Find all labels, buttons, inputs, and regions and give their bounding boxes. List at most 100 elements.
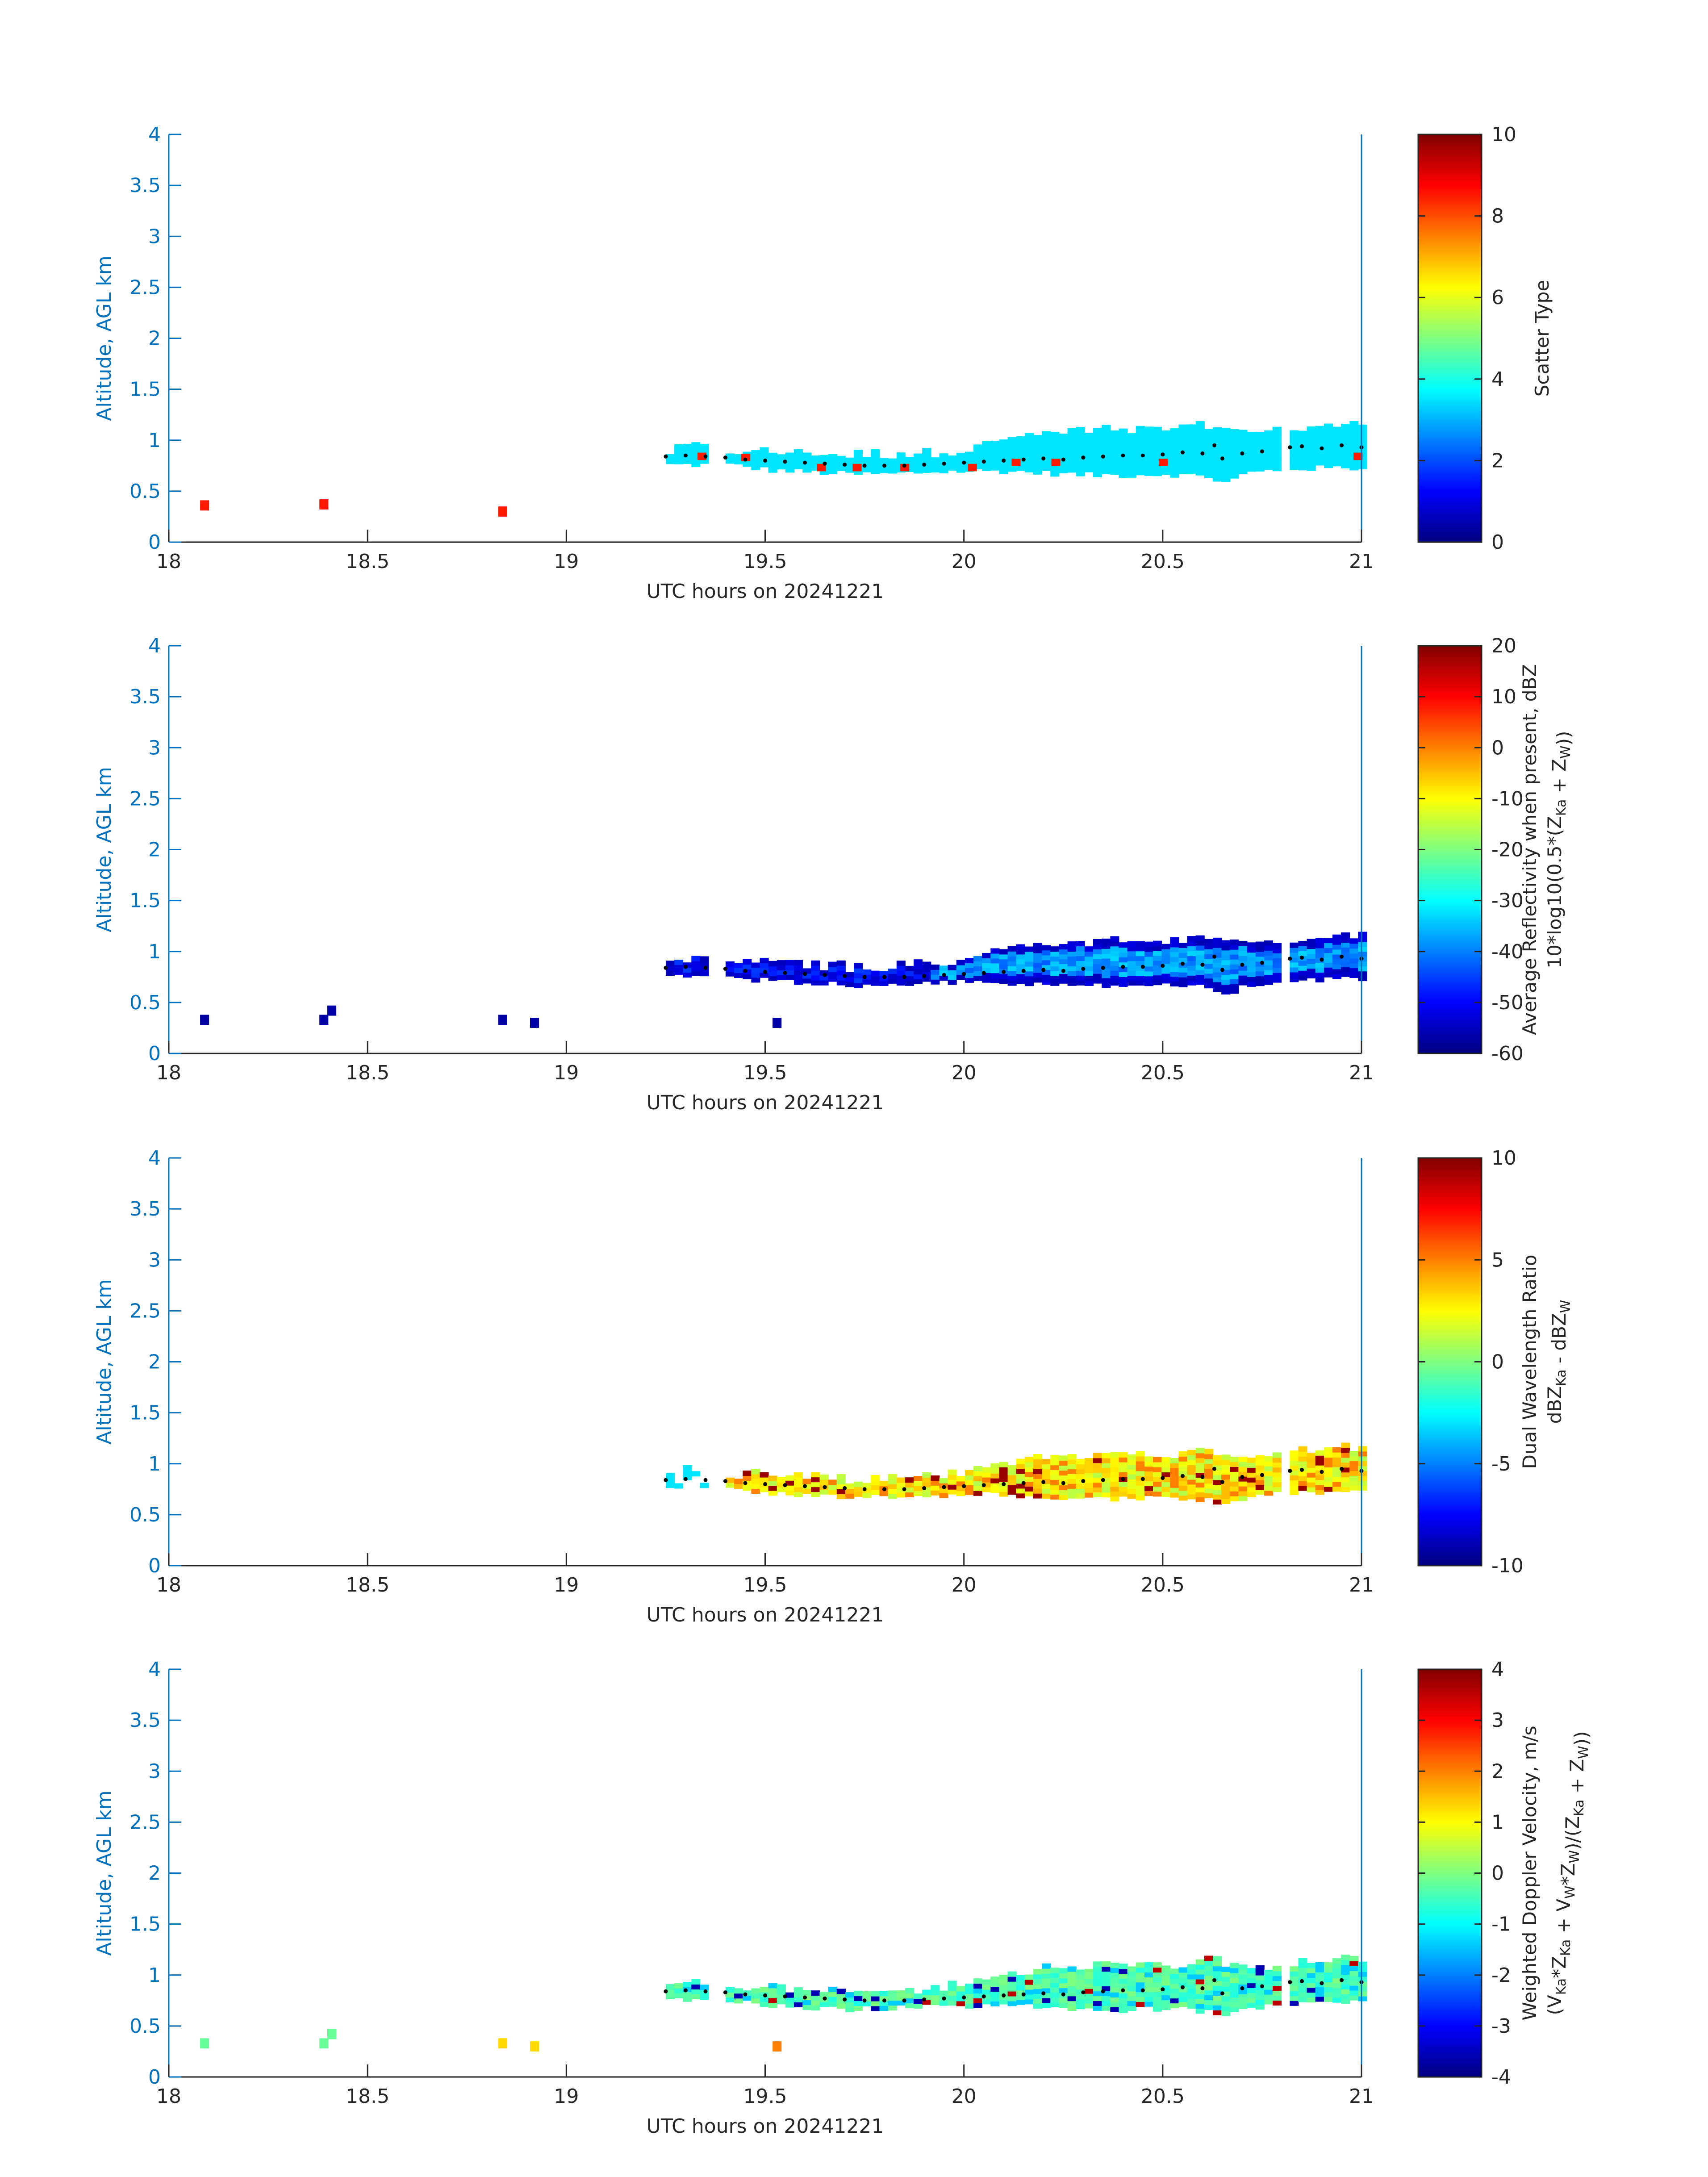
heatmap-cell: [1127, 975, 1136, 981]
heatmap-cell: [1332, 1982, 1342, 1988]
heatmap-cell: [1007, 442, 1017, 447]
heatmap-cell: [777, 454, 786, 460]
heatmap-cell: [1264, 1979, 1273, 1985]
heatmap-cell: [1170, 457, 1179, 463]
heatmap-cell: [1016, 1488, 1025, 1494]
heatmap-cell: [1187, 1989, 1196, 1994]
heatmap-cell: [1341, 1969, 1350, 1975]
heatmap-cell: [1119, 1452, 1128, 1458]
cloud-base-point: [1300, 955, 1304, 960]
colorbar-tick-label: -40: [1491, 940, 1524, 963]
heatmap-cell: [1298, 1461, 1307, 1467]
heatmap-cell: [990, 973, 1000, 978]
heatmap-cell: [1358, 976, 1367, 982]
heatmap-cell: [819, 1992, 829, 1997]
heatmap-cell: [1324, 1452, 1333, 1458]
heatmap-cell: [665, 1989, 675, 1995]
heatmap-cell: [1195, 1462, 1205, 1468]
cloud-base-point: [1240, 451, 1244, 455]
heatmap-cell: [1273, 1976, 1282, 1981]
heatmap-cell: [1084, 457, 1094, 463]
heatmap-cell: [1358, 936, 1367, 942]
heatmap-cell: [1204, 1980, 1213, 1986]
heatmap-cell: [1332, 1992, 1342, 1998]
heatmap-cell: [1213, 986, 1222, 992]
heatmap-cell: [896, 452, 906, 458]
heatmap-cell: [1238, 1998, 1248, 2004]
heatmap-cell: [1324, 1467, 1333, 1472]
heatmap-cell: [1290, 440, 1299, 446]
heatmap-cell: [1024, 1984, 1034, 1990]
heatmap-cell: [1102, 1971, 1111, 1977]
heatmap-cell: [1042, 446, 1051, 451]
heatmap-cell: [751, 967, 760, 973]
heatmap-cell: [1153, 446, 1162, 452]
heatmap-cell: [1187, 1469, 1196, 1475]
heatmap-cell: [1298, 1972, 1307, 1978]
heatmap-cell: [1136, 470, 1145, 476]
heatmap-cell: [1204, 2005, 1213, 2010]
heatmap-cell: [1213, 2010, 1222, 2015]
heatmap-cell: [1358, 1986, 1367, 1992]
x-tick-label: 21: [1349, 1574, 1374, 1596]
heatmap-cell: [1358, 1446, 1367, 1452]
heatmap-cell: [785, 462, 794, 468]
heatmap-cell: [1290, 2000, 1299, 2006]
heatmap-cell: [1204, 1493, 1213, 1499]
heatmap-cell: [1084, 462, 1094, 468]
heatmap-cell: [734, 963, 743, 969]
colorbar-gradient: [1417, 134, 1482, 543]
heatmap-cell: [1204, 1970, 1213, 1976]
cloud-base-point: [843, 1997, 847, 2002]
heatmap-cell: [1170, 1998, 1179, 2004]
heatmap-cell: [1213, 972, 1222, 978]
heatmap-cell: [1349, 1480, 1359, 1486]
heatmap-cell: [1332, 431, 1342, 437]
heatmap-cell: [1059, 2002, 1068, 2008]
heatmap-cell: [1230, 458, 1239, 464]
heatmap-cell: [1358, 1485, 1367, 1491]
heatmap-cell: [1033, 1488, 1043, 1494]
heatmap-cell: [1195, 2008, 1205, 2014]
heatmap-cell: [1298, 455, 1307, 461]
heatmap-cell: [785, 1480, 794, 1486]
heatmap-cell: [665, 965, 675, 971]
cloud-base-point: [1340, 954, 1344, 959]
heatmap-cell: [1016, 1458, 1025, 1464]
heatmap-cell: [1033, 1468, 1043, 1474]
heatmap-cell: [1136, 941, 1145, 947]
heatmap-cell: [1136, 1982, 1145, 1988]
colorbar-tick-label: -60: [1491, 1042, 1524, 1065]
heatmap-cell: [1076, 441, 1085, 447]
heatmap-cell: [1144, 946, 1153, 952]
cloud-base-point: [981, 971, 986, 975]
heatmap-cell: [879, 2001, 889, 2006]
x-tick-label: 19: [554, 2085, 579, 2108]
x-tick-label: 21: [1349, 1061, 1374, 1084]
heatmap-cell: [1076, 446, 1085, 452]
heatmap-cell: [1007, 946, 1017, 952]
cloud-base-point: [1240, 1986, 1244, 1990]
heatmap-cell: [973, 975, 983, 981]
heatmap-cell: [1136, 460, 1145, 466]
heatmap-cell: [1298, 1997, 1307, 2002]
heatmap-cell: [785, 965, 794, 970]
heatmap-cell: [1033, 1454, 1043, 1459]
y-tick-label: 0.5: [129, 991, 161, 1014]
heatmap-cell: [1076, 1469, 1085, 1474]
heatmap-cell: [1290, 430, 1299, 436]
heatmap-cell: [1024, 457, 1034, 463]
heatmap-cell: [1221, 462, 1231, 468]
heatmap-cell: [1110, 1491, 1119, 1497]
heatmap-cell: [1084, 1993, 1094, 1999]
heatmap-cell: [1033, 1974, 1043, 1980]
heatmap-cell: [1076, 1493, 1085, 1499]
heatmap-cell: [973, 1993, 983, 1998]
heatmap-cell: [1230, 1486, 1239, 1492]
heatmap-cell: [1290, 1985, 1299, 1991]
heatmap-cell: [1161, 1970, 1171, 1976]
heatmap-cell: [1007, 1475, 1017, 1480]
heatmap-cell: [1298, 450, 1307, 456]
